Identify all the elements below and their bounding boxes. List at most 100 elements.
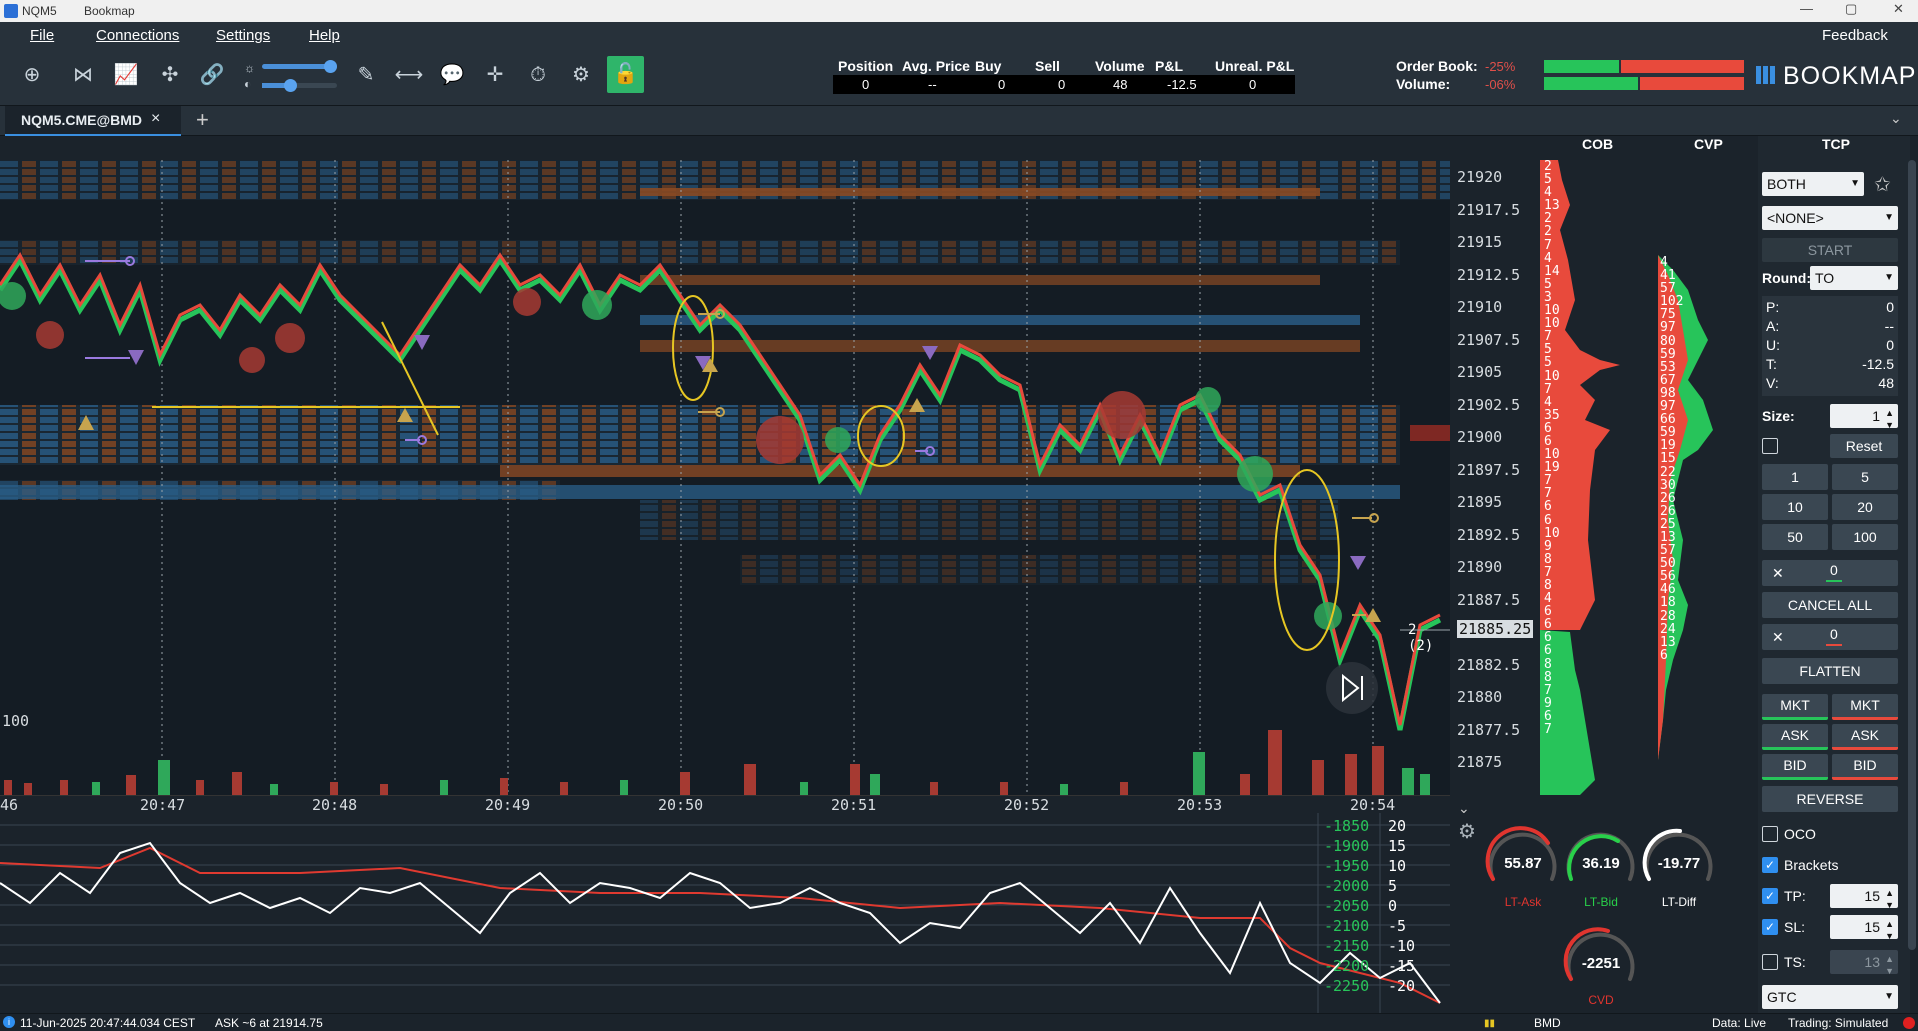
reset-button[interactable]: Reset [1830,434,1898,458]
indicator-svg [0,813,1450,1013]
menu-help[interactable]: Help [309,27,340,44]
heatmap-chart[interactable]: 100 2 (2) [0,160,1450,795]
cancel-buy-row[interactable]: ✕ 0 [1762,560,1898,586]
ruler-icon[interactable]: ⟷ [394,64,424,86]
cvp-value: 6 [1660,647,1668,663]
qty-button-1[interactable]: 1 [1762,464,1828,490]
tif-select[interactable]: GTC ▼ [1762,985,1898,1009]
cancel-all-button[interactable]: CANCEL ALL [1762,592,1898,618]
price-label: 21897.5 [1457,461,1521,479]
brightness-slider[interactable] [262,60,337,73]
indicators-icon[interactable]: 📈 [113,64,139,86]
cancel-sell-row[interactable]: ✕ 0 [1762,624,1898,650]
cob-value: 10 [1544,447,1560,463]
comment-icon[interactable]: 💬 [439,64,465,86]
feedback-link[interactable]: Feedback [1822,27,1888,44]
menu-connections[interactable]: Connections [96,27,180,44]
heatmap-svg[interactable] [0,160,1450,795]
cob-value: 7 [1544,682,1552,698]
cob-value: 7 [1544,237,1552,253]
play-button-bg[interactable] [1326,662,1378,714]
cancel-buy-icon[interactable]: ✕ [1772,565,1784,581]
stat-header-position: Position [838,58,894,74]
qty-button-5[interactable]: 5 [1832,464,1898,490]
cob-value: 6 [1544,617,1552,633]
chevron-down-icon[interactable]: ⌄ [1890,110,1902,126]
cvp-value: 50 [1660,556,1676,572]
cob-value: 7 [1544,381,1552,397]
minimize-icon[interactable]: — [1800,1,1813,16]
tab-instrument[interactable]: NQM5.CME@BMD × [5,106,181,136]
cob-value: 10 [1544,316,1560,332]
time-label: 20:52 [1004,796,1050,814]
cvp-value: 30 [1660,477,1676,493]
flatten-button[interactable]: FLATTEN [1762,658,1898,684]
share-icon[interactable]: ⋈ [73,64,93,86]
add-tab-icon[interactable]: + [196,107,209,132]
tp-checkbox[interactable]: ✓ [1762,888,1778,904]
link-icon[interactable]: 🔗 [199,64,225,86]
ts-input[interactable]: 13 ▲ ▼ [1830,950,1898,976]
qty-button-100[interactable]: 100 [1832,524,1898,550]
sl-input[interactable]: 15 ▲ ▼ [1830,915,1898,941]
strategies-icon[interactable]: ✣ [161,64,179,86]
buy-ask-button[interactable]: ASK [1762,724,1828,750]
side-select[interactable]: BOTH ▼ [1762,172,1864,196]
gear-icon[interactable]: ⚙ [1458,821,1476,843]
cvd-label: CVD [1588,993,1614,1007]
tab-label: NQM5.CME@BMD [21,112,142,128]
round-select-value: TO [1815,270,1835,286]
qty-button-50[interactable]: 50 [1762,524,1828,550]
cvp-value: 59 [1660,346,1676,362]
unlock-icon[interactable]: 🔓 [607,56,644,93]
maximize-icon[interactable]: ▢ [1845,1,1858,16]
collapse-chevron-icon[interactable]: ⌄ [1458,800,1470,816]
cob-value: 6 [1544,643,1552,659]
oco-checkbox[interactable] [1762,826,1778,842]
stat-header-avg-price: Avg. Price [902,58,970,74]
timer-icon[interactable]: ⏱ [530,64,546,86]
tab-bar [0,106,1918,136]
cvp-value: 25 [1660,516,1676,532]
cvp-value: 26 [1660,490,1676,506]
brackets-checkbox[interactable]: ✓ [1762,857,1778,873]
cvp-value: 28 [1660,608,1676,624]
tab-close-icon[interactable]: × [151,110,161,127]
start-button[interactable]: START [1762,238,1898,262]
cvd-axis-label: -2100 [1324,917,1370,935]
skip-to-live-icon[interactable] [1342,673,1363,703]
pencil-icon[interactable]: ✎ [357,64,375,86]
cob-value: 7 [1544,486,1552,502]
qty-button-10[interactable]: 10 [1762,494,1828,520]
buy-bid-button[interactable]: BID [1762,754,1828,780]
qty-button-20[interactable]: 20 [1832,494,1898,520]
add-chart-icon[interactable]: ⊕ [23,64,41,86]
round-select[interactable]: TO ▼ [1810,266,1898,290]
size-input[interactable]: 1 ▲ ▼ [1830,404,1898,430]
sell-mkt-button[interactable]: MKT [1832,694,1898,720]
cob-value: 14 [1544,263,1560,279]
replay-icon[interactable]: ⚙ [572,64,590,86]
tcp-scrollbar[interactable] [1908,160,1916,950]
crosshair-icon[interactable]: ✛ [486,64,504,86]
cancel-sell-icon[interactable]: ✕ [1772,629,1784,645]
buy-mkt-button[interactable]: MKT [1762,694,1828,720]
cob-value: 10 [1544,368,1560,384]
contrast-slider[interactable] [262,79,337,92]
cvp-value: 18 [1660,595,1676,611]
drawn-ellipses [672,295,1340,651]
menu-settings[interactable]: Settings [216,27,271,44]
sell-bid-button[interactable]: BID [1832,754,1898,780]
cob-value: 4 [1544,185,1552,201]
info-icon[interactable]: i [3,1016,15,1028]
pin-icon[interactable]: ✩ [1874,174,1891,196]
size-checkbox[interactable] [1762,438,1778,454]
menu-file[interactable]: File [30,27,55,44]
strategy-select[interactable]: <NONE> ▼ [1762,206,1898,230]
tp-input[interactable]: 15 ▲ ▼ [1830,884,1898,910]
sell-ask-button[interactable]: ASK [1832,724,1898,750]
sl-checkbox[interactable]: ✓ [1762,919,1778,935]
reverse-button[interactable]: REVERSE [1762,786,1898,812]
ts-checkbox[interactable] [1762,954,1778,970]
close-window-icon[interactable]: ✕ [1893,1,1904,16]
